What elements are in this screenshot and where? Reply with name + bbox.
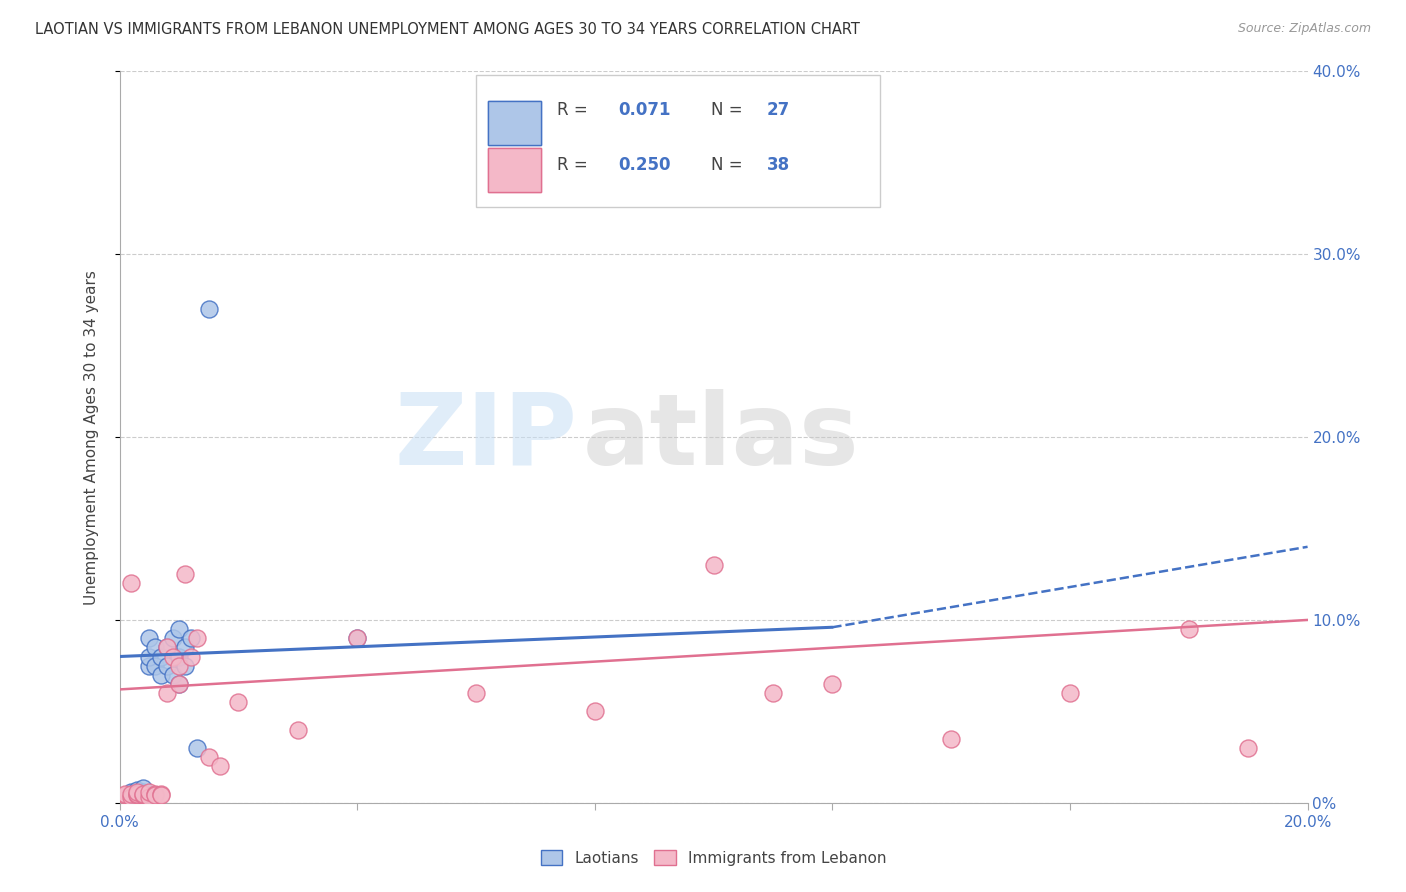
- Point: [143, 787, 166, 801]
- Point: [156, 686, 179, 700]
- Point: [120, 787, 142, 801]
- Point: [143, 640, 166, 655]
- Point: [120, 787, 142, 801]
- Point: [138, 790, 160, 805]
- Point: [167, 658, 190, 673]
- Point: [167, 677, 190, 691]
- Point: [150, 649, 173, 664]
- Text: N =: N =: [711, 156, 754, 174]
- Point: [156, 658, 179, 673]
- Point: [1178, 622, 1201, 636]
- Point: [150, 789, 173, 803]
- Point: [186, 740, 208, 755]
- Point: [138, 632, 160, 646]
- Text: 38: 38: [768, 156, 790, 174]
- Point: [162, 649, 184, 664]
- Text: 27: 27: [768, 101, 790, 120]
- Point: [197, 750, 219, 764]
- Point: [143, 789, 166, 803]
- Point: [939, 731, 962, 746]
- Point: [762, 686, 785, 700]
- Point: [186, 632, 208, 646]
- Point: [173, 567, 195, 582]
- Point: [1237, 740, 1260, 755]
- Point: [167, 649, 190, 664]
- Point: [132, 785, 155, 799]
- Point: [209, 759, 232, 773]
- Text: R =: R =: [557, 101, 598, 120]
- Point: [821, 677, 844, 691]
- FancyBboxPatch shape: [488, 148, 541, 192]
- Point: [197, 301, 219, 317]
- Point: [138, 658, 160, 673]
- Point: [173, 658, 195, 673]
- Point: [120, 785, 142, 799]
- Legend: Laotians, Immigrants from Lebanon: Laotians, Immigrants from Lebanon: [534, 844, 893, 872]
- Point: [127, 785, 149, 799]
- Point: [156, 640, 179, 655]
- Point: [120, 576, 142, 591]
- Point: [114, 787, 136, 801]
- Point: [1059, 686, 1081, 700]
- Point: [127, 789, 149, 803]
- FancyBboxPatch shape: [475, 75, 880, 207]
- Point: [138, 785, 160, 799]
- Y-axis label: Unemployment Among Ages 30 to 34 years: Unemployment Among Ages 30 to 34 years: [84, 269, 98, 605]
- Point: [173, 640, 195, 655]
- FancyBboxPatch shape: [488, 101, 541, 145]
- Point: [114, 789, 136, 803]
- Point: [143, 658, 166, 673]
- Text: atlas: atlas: [583, 389, 859, 485]
- Point: [162, 667, 184, 681]
- Point: [583, 705, 606, 719]
- Text: Source: ZipAtlas.com: Source: ZipAtlas.com: [1237, 22, 1371, 36]
- Point: [127, 787, 149, 801]
- Point: [464, 686, 486, 700]
- Point: [132, 787, 155, 801]
- Point: [132, 781, 155, 796]
- Text: 0.071: 0.071: [619, 101, 671, 120]
- Text: LAOTIAN VS IMMIGRANTS FROM LEBANON UNEMPLOYMENT AMONG AGES 30 TO 34 YEARS CORREL: LAOTIAN VS IMMIGRANTS FROM LEBANON UNEMP…: [35, 22, 860, 37]
- Point: [180, 632, 202, 646]
- Point: [132, 787, 155, 801]
- Point: [287, 723, 309, 737]
- Point: [180, 649, 202, 664]
- Text: ZIP: ZIP: [394, 389, 576, 485]
- Point: [132, 789, 155, 803]
- Point: [150, 787, 173, 801]
- Point: [138, 649, 160, 664]
- Point: [156, 640, 179, 655]
- Point: [150, 667, 173, 681]
- Point: [167, 622, 190, 636]
- Point: [127, 783, 149, 797]
- Text: N =: N =: [711, 101, 754, 120]
- Point: [127, 787, 149, 801]
- Point: [228, 695, 250, 709]
- Point: [120, 790, 142, 805]
- Text: R =: R =: [557, 156, 598, 174]
- Point: [346, 632, 368, 646]
- Point: [162, 632, 184, 646]
- Text: 0.250: 0.250: [619, 156, 671, 174]
- Point: [346, 632, 368, 646]
- Point: [167, 677, 190, 691]
- Point: [702, 558, 725, 573]
